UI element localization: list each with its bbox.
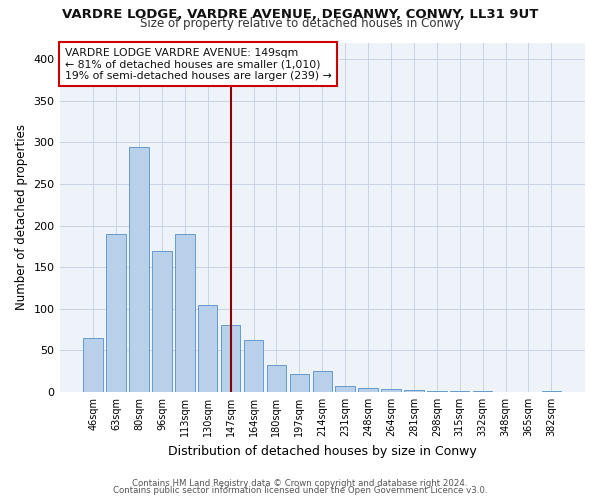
Y-axis label: Number of detached properties: Number of detached properties (15, 124, 28, 310)
Bar (542, 391, 561, 392)
Bar (427, 391, 446, 392)
Bar (473, 391, 493, 392)
X-axis label: Distribution of detached houses by size in Conwy: Distribution of detached houses by size … (168, 444, 476, 458)
Bar (404, 390, 424, 392)
Bar (152, 250, 172, 392)
Bar (83, 338, 103, 392)
Text: VARDRE LODGE VARDRE AVENUE: 149sqm
← 81% of detached houses are smaller (1,010)
: VARDRE LODGE VARDRE AVENUE: 149sqm ← 81%… (65, 48, 332, 81)
Text: Size of property relative to detached houses in Conwy: Size of property relative to detached ho… (140, 18, 460, 30)
Bar (335, 386, 355, 392)
Bar (244, 340, 263, 392)
Bar (129, 146, 149, 392)
Bar (221, 326, 241, 392)
Bar (267, 364, 286, 392)
Bar (106, 234, 126, 392)
Text: Contains HM Land Registry data © Crown copyright and database right 2024.: Contains HM Land Registry data © Crown c… (132, 478, 468, 488)
Text: VARDRE LODGE, VARDRE AVENUE, DEGANWY, CONWY, LL31 9UT: VARDRE LODGE, VARDRE AVENUE, DEGANWY, CO… (62, 8, 538, 20)
Bar (175, 234, 194, 392)
Bar (290, 374, 309, 392)
Bar (450, 391, 469, 392)
Bar (313, 371, 332, 392)
Bar (381, 388, 401, 392)
Bar (358, 388, 378, 392)
Text: Contains public sector information licensed under the Open Government Licence v3: Contains public sector information licen… (113, 486, 487, 495)
Bar (198, 304, 217, 392)
